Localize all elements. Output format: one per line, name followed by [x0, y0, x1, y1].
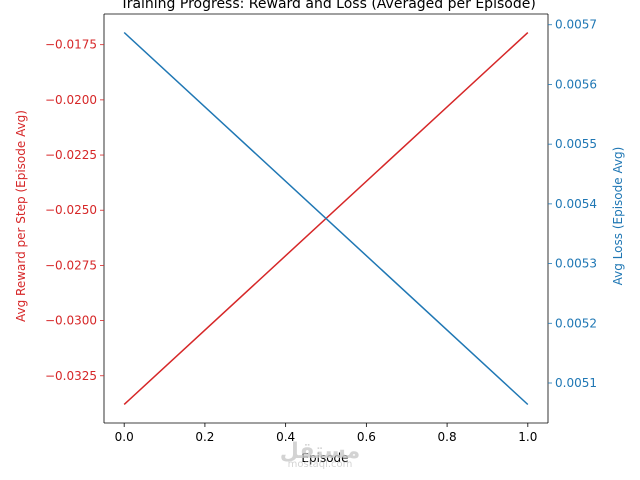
x-axis-title: Episode — [301, 451, 348, 465]
watermark-logo: مستقل — [280, 439, 360, 464]
y-left-tick-label: −0.0300 — [45, 314, 97, 328]
y-left-tick-label: −0.0225 — [45, 148, 97, 162]
y-right-tick-label: 0.0055 — [555, 137, 597, 151]
y-left-tick-label: −0.0200 — [45, 93, 97, 107]
y-left-tick-label: −0.0275 — [45, 258, 97, 272]
y-left-tick-label: −0.0325 — [45, 369, 97, 383]
y-right-tick-label: 0.0056 — [555, 77, 597, 91]
chart-title: Training Progress: Reward and Loss (Aver… — [119, 0, 536, 12]
y-left-tick-label: −0.0175 — [45, 38, 97, 52]
y-left-tick-label: −0.0250 — [45, 203, 97, 217]
y-axis-right: 0.0051 0.0052 0.0053 0.0054 0.0055 0.0056 0.00… — [548, 18, 597, 390]
y-right-tick-label: 0.0053 — [555, 257, 597, 271]
y-right-tick-label: 0.0052 — [555, 316, 597, 330]
y-axis-left: −0.0325 −0.0300 −0.0275 −0.0250 −0.0225 −0.02… — [45, 38, 104, 383]
x-tick-label: 0.6 — [357, 430, 376, 444]
x-tick-label: 0.4 — [276, 430, 295, 444]
y-axis-left-title: Avg Reward per Step (Episode Avg) — [14, 110, 28, 322]
watermark-url: mostaql.com — [288, 459, 353, 470]
y-right-tick-label: 0.0057 — [555, 18, 597, 32]
watermark: مستقل mostaql.com — [280, 439, 360, 470]
y-right-tick-label: 0.0054 — [555, 197, 597, 211]
x-axis: 0.0 0.2 0.4 0.6 0.8 1.0 — [115, 423, 537, 444]
y-axis-right-title: Avg Loss (Episode Avg) — [611, 147, 625, 286]
x-tick-label: 0.2 — [195, 430, 214, 444]
y-right-tick-label: 0.0051 — [555, 376, 597, 390]
plot-area — [103, 13, 549, 424]
series-line-right — [123, 31, 529, 406]
x-tick-label: 0.0 — [115, 430, 134, 444]
x-tick-label: 0.8 — [438, 430, 457, 444]
x-tick-label: 1.0 — [518, 430, 537, 444]
